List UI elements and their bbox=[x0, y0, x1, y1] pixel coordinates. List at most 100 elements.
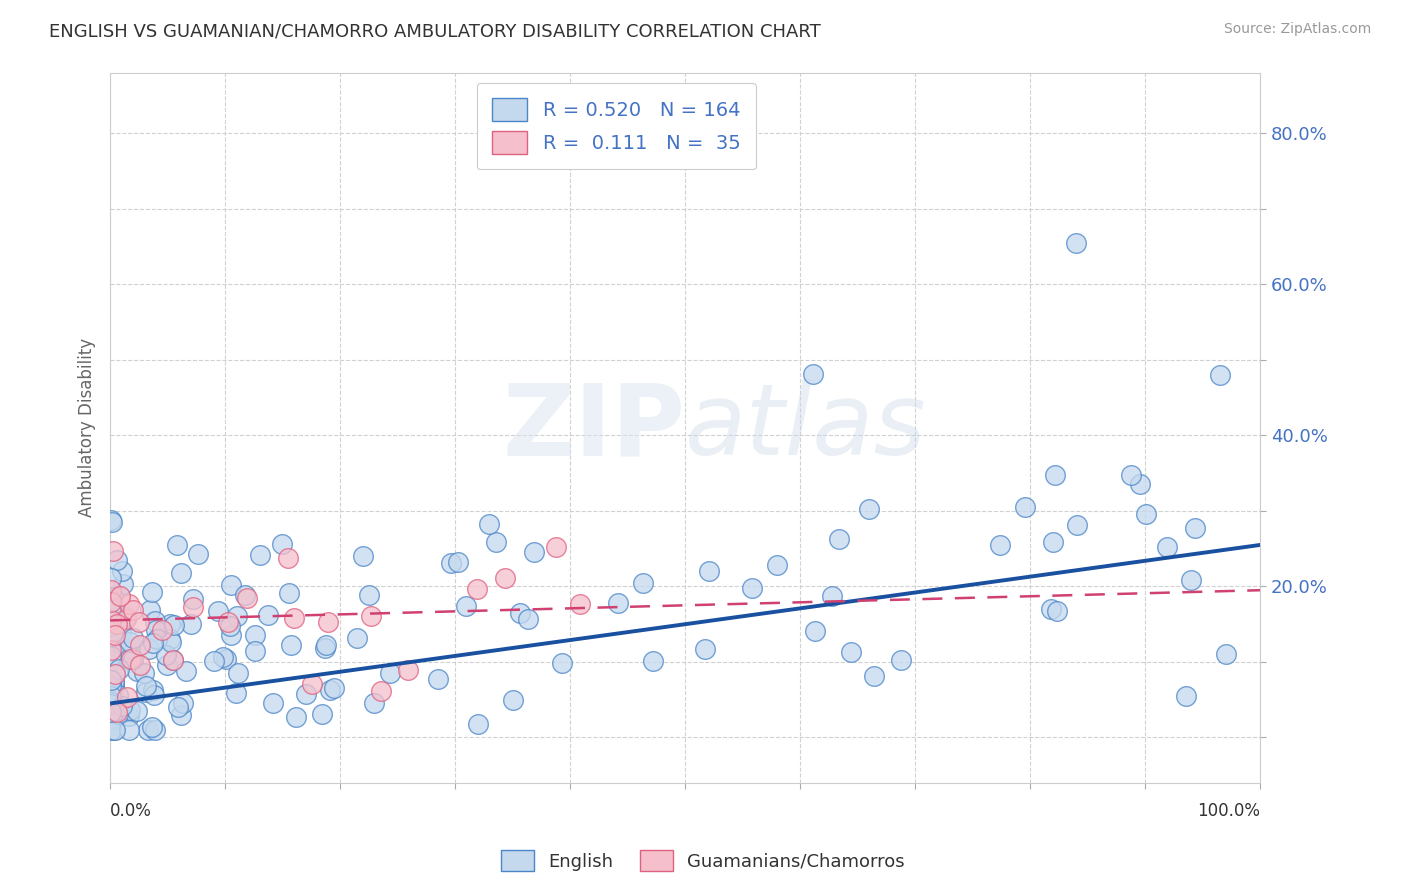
Point bbox=[207, 604, 229, 618]
Point bbox=[111, 564, 134, 578]
Point bbox=[277, 551, 299, 566]
Point bbox=[262, 696, 284, 710]
Point bbox=[631, 576, 654, 591]
Point bbox=[314, 641, 336, 656]
Point bbox=[249, 548, 271, 562]
Point bbox=[155, 657, 177, 672]
Point bbox=[225, 686, 247, 700]
Point bbox=[181, 599, 204, 614]
Point bbox=[100, 643, 122, 657]
Point bbox=[863, 669, 886, 683]
Point bbox=[159, 632, 181, 646]
Point bbox=[100, 614, 122, 628]
Point bbox=[125, 704, 148, 718]
Point bbox=[100, 679, 122, 693]
Point bbox=[1180, 574, 1202, 588]
Point bbox=[283, 611, 305, 625]
Point bbox=[145, 623, 167, 637]
Point bbox=[544, 540, 567, 554]
Point bbox=[104, 628, 127, 642]
Point bbox=[111, 698, 134, 713]
Point bbox=[233, 588, 256, 602]
Point bbox=[318, 615, 340, 629]
Point bbox=[159, 617, 181, 632]
Point bbox=[135, 685, 157, 699]
Legend: English, Guamanians/Chamorros: English, Guamanians/Chamorros bbox=[494, 843, 912, 879]
Point bbox=[187, 547, 209, 561]
Point bbox=[100, 619, 122, 633]
Point bbox=[110, 625, 132, 640]
Point bbox=[1174, 689, 1197, 703]
Point bbox=[100, 571, 122, 585]
Point bbox=[118, 652, 141, 666]
Point bbox=[100, 690, 122, 705]
Point bbox=[211, 650, 233, 665]
Point bbox=[509, 606, 531, 620]
Point bbox=[426, 672, 449, 686]
Point bbox=[1040, 602, 1063, 616]
Point bbox=[107, 688, 129, 702]
Point bbox=[135, 679, 157, 693]
Point bbox=[143, 723, 166, 737]
Point bbox=[103, 705, 125, 719]
Point bbox=[170, 566, 193, 581]
Point bbox=[697, 564, 720, 578]
Point bbox=[988, 538, 1011, 552]
Point bbox=[502, 693, 524, 707]
Point bbox=[100, 712, 122, 726]
Point bbox=[141, 720, 163, 734]
Point bbox=[103, 673, 125, 688]
Point bbox=[100, 697, 122, 711]
Point bbox=[100, 689, 122, 703]
Point bbox=[155, 648, 177, 662]
Point bbox=[174, 665, 197, 679]
Point bbox=[1066, 235, 1088, 250]
Point bbox=[243, 644, 266, 658]
Point bbox=[641, 655, 664, 669]
Point bbox=[478, 517, 501, 532]
Point bbox=[357, 588, 380, 602]
Point bbox=[890, 653, 912, 667]
Point bbox=[523, 545, 546, 559]
Point bbox=[301, 677, 323, 691]
Point bbox=[271, 536, 294, 550]
Point bbox=[100, 673, 122, 687]
Text: 100.0%: 100.0% bbox=[1198, 802, 1260, 820]
Point bbox=[278, 586, 301, 600]
Point bbox=[100, 696, 122, 710]
Point bbox=[101, 543, 124, 558]
Point bbox=[821, 589, 844, 603]
Point bbox=[128, 638, 150, 652]
Point bbox=[396, 663, 419, 677]
Point bbox=[226, 609, 249, 624]
Point bbox=[363, 696, 385, 710]
Point bbox=[245, 628, 267, 642]
Point bbox=[141, 585, 163, 599]
Point bbox=[150, 623, 173, 637]
Point bbox=[103, 630, 125, 644]
Point bbox=[110, 589, 132, 603]
Point bbox=[100, 609, 122, 624]
Point bbox=[105, 616, 128, 631]
Point bbox=[103, 680, 125, 694]
Point bbox=[467, 717, 489, 731]
Point bbox=[101, 591, 124, 605]
Point bbox=[485, 535, 508, 549]
Point bbox=[100, 652, 122, 666]
Point bbox=[315, 639, 337, 653]
Point bbox=[100, 689, 122, 703]
Point bbox=[100, 595, 122, 609]
Point bbox=[101, 620, 124, 634]
Point bbox=[128, 615, 150, 630]
Point bbox=[100, 723, 122, 737]
Point bbox=[839, 645, 862, 659]
Point bbox=[100, 681, 122, 696]
Point bbox=[1215, 648, 1237, 662]
Point bbox=[1042, 534, 1064, 549]
Point bbox=[256, 608, 278, 623]
Point bbox=[118, 723, 141, 737]
Point bbox=[180, 616, 202, 631]
Point bbox=[120, 652, 142, 666]
Point bbox=[108, 663, 131, 677]
Point bbox=[127, 665, 149, 679]
